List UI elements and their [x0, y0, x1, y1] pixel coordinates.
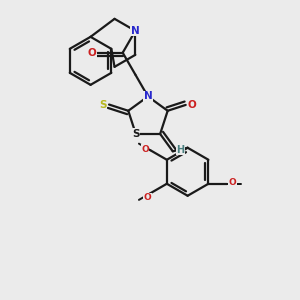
Text: H: H — [176, 145, 184, 155]
Text: O: O — [188, 100, 197, 110]
Text: O: O — [144, 193, 151, 202]
Text: N: N — [144, 92, 152, 101]
Text: S: S — [132, 129, 140, 139]
Text: N: N — [131, 26, 140, 36]
Text: O: O — [88, 48, 97, 58]
Text: O: O — [229, 178, 237, 187]
Text: S: S — [99, 100, 107, 110]
Text: O: O — [141, 145, 149, 154]
